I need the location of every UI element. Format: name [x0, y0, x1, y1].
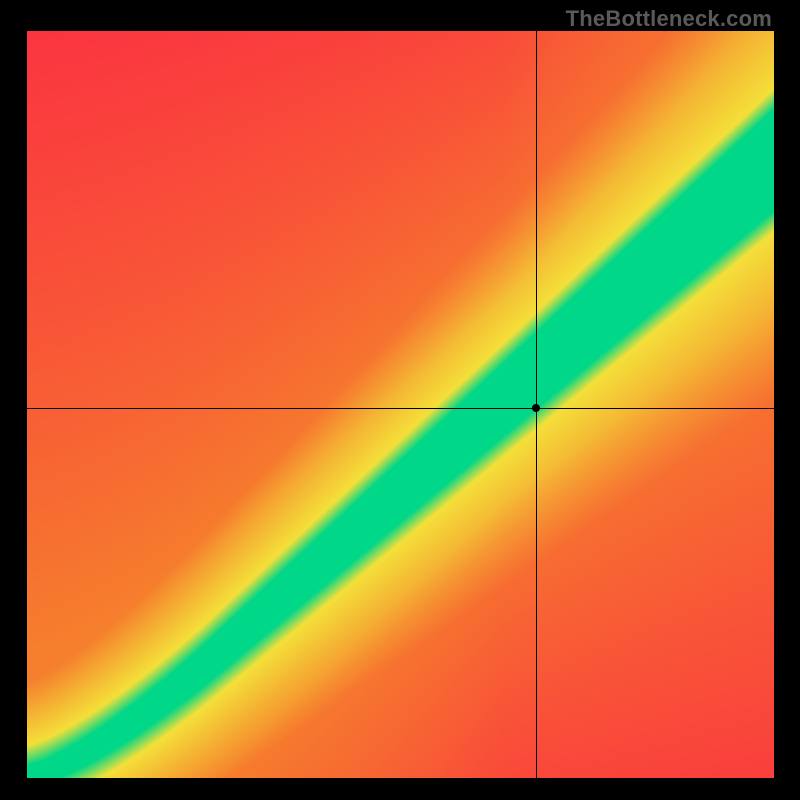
watermark-text: TheBottleneck.com	[566, 6, 772, 32]
crosshair-horizontal	[27, 408, 774, 409]
page-root: TheBottleneck.com	[0, 0, 800, 800]
heatmap-canvas	[27, 31, 774, 778]
heatmap-plot	[27, 31, 774, 778]
